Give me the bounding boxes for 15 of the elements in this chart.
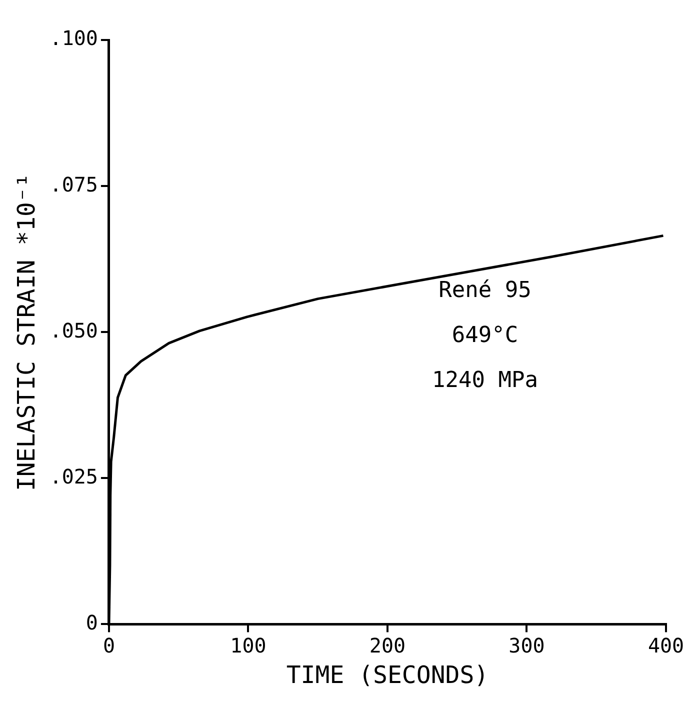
annotation: 1240 MPa [432,368,538,393]
annotation: René 95 [438,278,532,303]
x-tick-label: 300 [508,633,545,658]
y-tick-label: 0 [86,610,98,634]
y-tick-label: .100 [50,26,98,50]
x-tick-label: 0 [102,633,115,658]
y-axis-title: INELASTIC STRAIN *10⁻¹ [12,173,41,492]
annotation: 649°C [452,322,518,348]
x-tick-label: 200 [369,633,406,658]
y-tick-label: .075 [50,172,98,196]
x-tick-label: 100 [230,633,266,658]
y-tick-label: .050 [50,318,98,342]
x-axis-title: TIME (SECONDS) [286,660,489,689]
y-tick-label: .025 [50,464,98,488]
x-tick-label: 400 [648,633,684,658]
